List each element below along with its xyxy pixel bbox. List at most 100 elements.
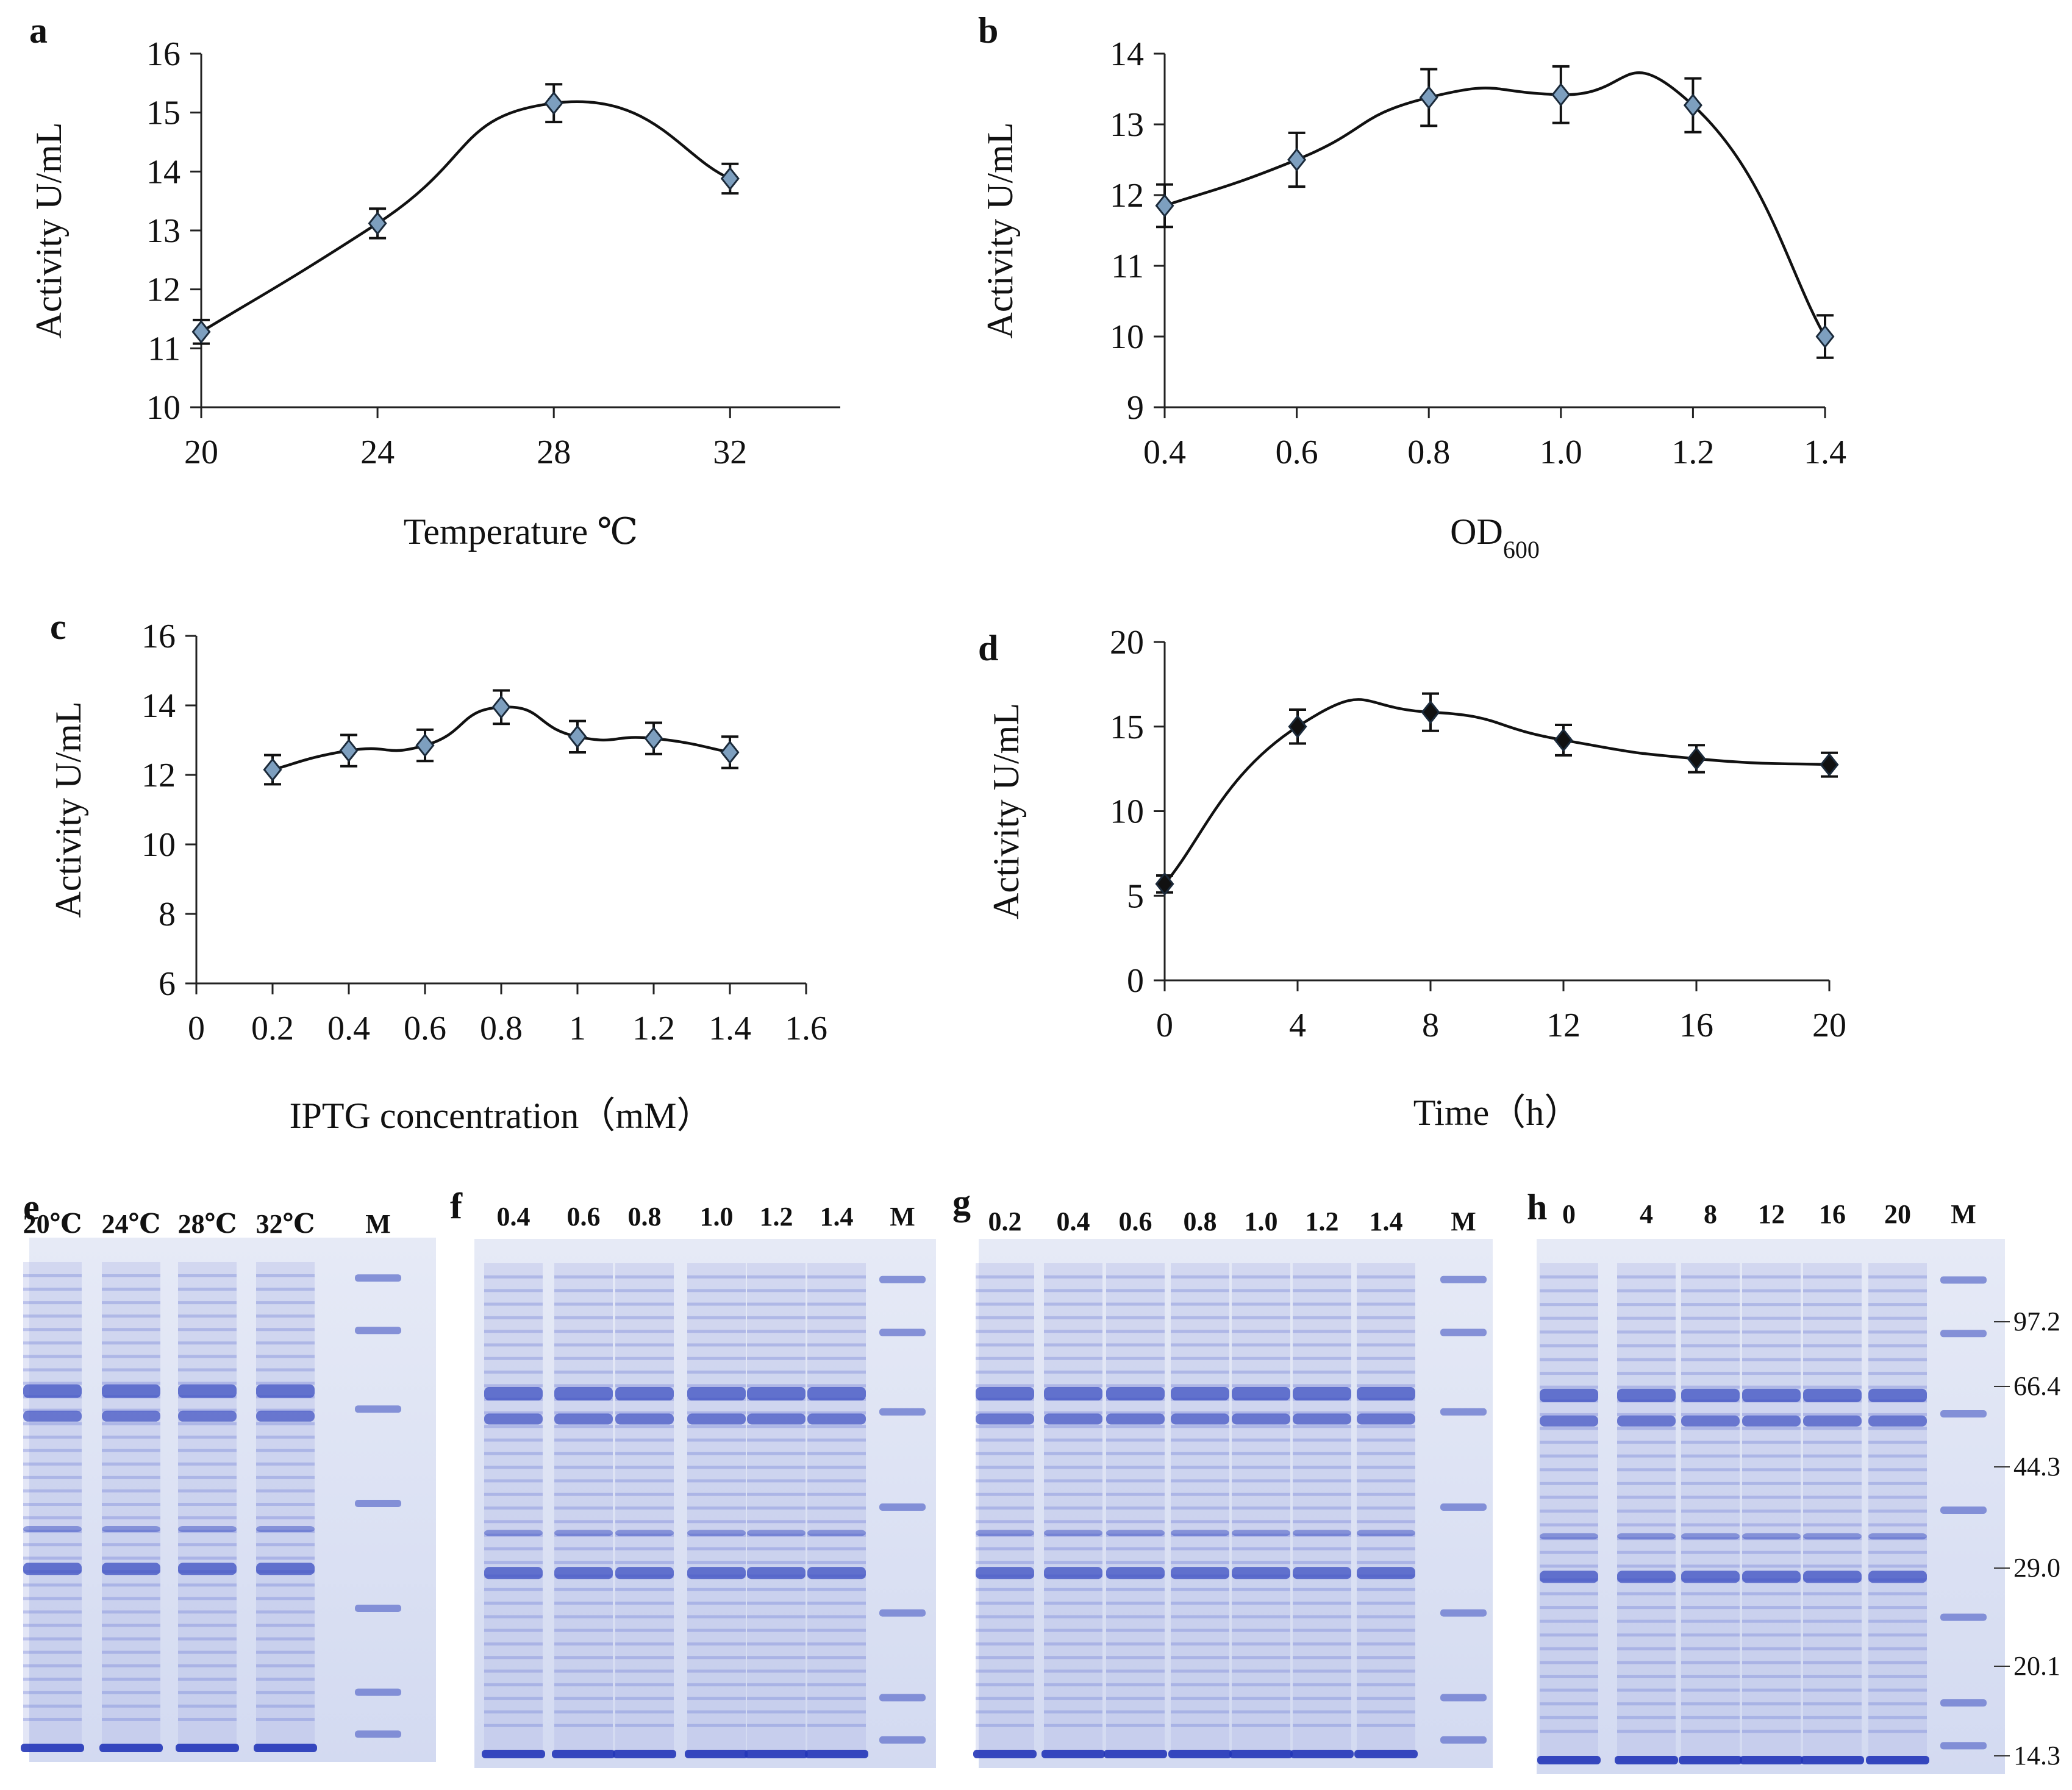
protein-band xyxy=(687,1669,746,1673)
x-tick-label: 32 xyxy=(713,433,747,471)
protein-band xyxy=(1293,1466,1351,1469)
protein-band xyxy=(807,1425,866,1428)
protein-band xyxy=(615,1452,674,1455)
protein-band xyxy=(1803,1592,1862,1596)
protein-band xyxy=(1868,1482,1927,1485)
data-point xyxy=(1155,193,1174,218)
protein-band xyxy=(1742,1647,1801,1650)
protein-band xyxy=(1681,1675,1740,1678)
protein-band xyxy=(1171,1384,1229,1388)
x-tick-label: 0.4 xyxy=(327,1010,370,1047)
protein-band xyxy=(1044,1547,1102,1550)
major-band xyxy=(1044,1387,1102,1401)
protein-band xyxy=(178,1597,237,1600)
protein-band xyxy=(1357,1384,1415,1388)
marker-band xyxy=(879,1408,926,1416)
protein-band xyxy=(1357,1588,1415,1591)
protein-band xyxy=(1540,1344,1598,1347)
protein-band xyxy=(178,1664,237,1667)
protein-band xyxy=(1540,1675,1598,1678)
protein-band xyxy=(1357,1561,1415,1564)
protein-band xyxy=(687,1656,746,1660)
protein-band xyxy=(178,1368,237,1372)
protein-band xyxy=(1171,1642,1229,1646)
marker-band xyxy=(1440,1694,1487,1702)
protein-band xyxy=(1044,1466,1102,1469)
protein-band xyxy=(1742,1661,1801,1664)
protein-band xyxy=(23,1328,82,1332)
protein-band xyxy=(1106,1697,1165,1700)
protein-band xyxy=(1868,1592,1927,1596)
protein-band xyxy=(554,1411,613,1414)
protein-band xyxy=(747,1302,806,1306)
protein-band xyxy=(256,1408,315,1412)
protein-band xyxy=(554,1602,613,1605)
protein-band xyxy=(1617,1344,1676,1347)
protein-band xyxy=(484,1466,543,1469)
protein-band xyxy=(1868,1441,1927,1444)
protein-band xyxy=(1357,1492,1415,1496)
major-band xyxy=(23,1563,82,1575)
marker-band xyxy=(355,1405,401,1413)
major-band xyxy=(807,1567,866,1580)
lane-label: 0.6 xyxy=(1119,1207,1152,1236)
mw-label: 66.4 xyxy=(2013,1371,2060,1401)
protein-band xyxy=(1540,1730,1598,1733)
y-tick-label: 11 xyxy=(148,330,180,368)
protein-band xyxy=(1868,1289,1927,1293)
protein-band xyxy=(554,1343,613,1347)
protein-band xyxy=(484,1628,543,1632)
protein-band xyxy=(687,1330,746,1333)
protein-band xyxy=(1540,1468,1598,1472)
protein-band xyxy=(1044,1628,1102,1632)
protein-band xyxy=(1171,1452,1229,1455)
panel-label-a: a xyxy=(29,10,48,51)
protein-band xyxy=(1171,1343,1229,1347)
protein-band xyxy=(1171,1683,1229,1686)
data-point xyxy=(191,319,211,344)
protein-band xyxy=(1293,1669,1351,1673)
chart-c: c 6 8 10 12 14 16 0 0.2 0.4 0.6 0.8 1 1.2 1.4 1.6 IPTG c… xyxy=(48,607,827,1136)
gel-background xyxy=(474,1239,936,1768)
protein-band xyxy=(1540,1316,1598,1320)
protein-band xyxy=(1044,1615,1102,1619)
protein-band xyxy=(1106,1371,1165,1374)
protein-band xyxy=(1803,1358,1862,1361)
protein-band xyxy=(1617,1661,1676,1664)
protein-band xyxy=(615,1438,674,1442)
protein-band xyxy=(1293,1642,1351,1646)
protein-band xyxy=(687,1683,746,1686)
protein-band xyxy=(554,1628,613,1632)
protein-band xyxy=(102,1341,160,1345)
protein-band xyxy=(807,1615,866,1619)
protein-band xyxy=(1044,1588,1102,1591)
protein-band xyxy=(1232,1588,1290,1591)
protein-band xyxy=(1232,1615,1290,1619)
protein-band xyxy=(1803,1647,1862,1650)
protein-band xyxy=(1742,1606,1801,1610)
protein-band xyxy=(1232,1438,1290,1442)
protein-band xyxy=(102,1314,160,1318)
protein-band xyxy=(178,1382,237,1385)
major-band xyxy=(1232,1567,1290,1580)
protein-band xyxy=(484,1724,543,1727)
protein-band xyxy=(1357,1615,1415,1619)
protein-band xyxy=(1868,1510,1927,1513)
protein-band xyxy=(747,1438,806,1442)
protein-band xyxy=(1540,1592,1598,1596)
major-band xyxy=(1681,1388,1740,1402)
major-band xyxy=(178,1384,237,1398)
protein-band xyxy=(102,1422,160,1425)
protein-band xyxy=(1540,1702,1598,1706)
protein-band xyxy=(1357,1683,1415,1686)
protein-band xyxy=(102,1301,160,1305)
protein-band xyxy=(615,1316,674,1319)
protein-band xyxy=(554,1669,613,1673)
lane-label: 4 xyxy=(1640,1199,1653,1229)
protein-band xyxy=(747,1520,806,1524)
y-axis-label: Activity U/mL xyxy=(980,123,1020,339)
major-band xyxy=(1357,1387,1415,1401)
lane-label: 0.2 xyxy=(988,1207,1022,1236)
protein-band xyxy=(615,1411,674,1414)
